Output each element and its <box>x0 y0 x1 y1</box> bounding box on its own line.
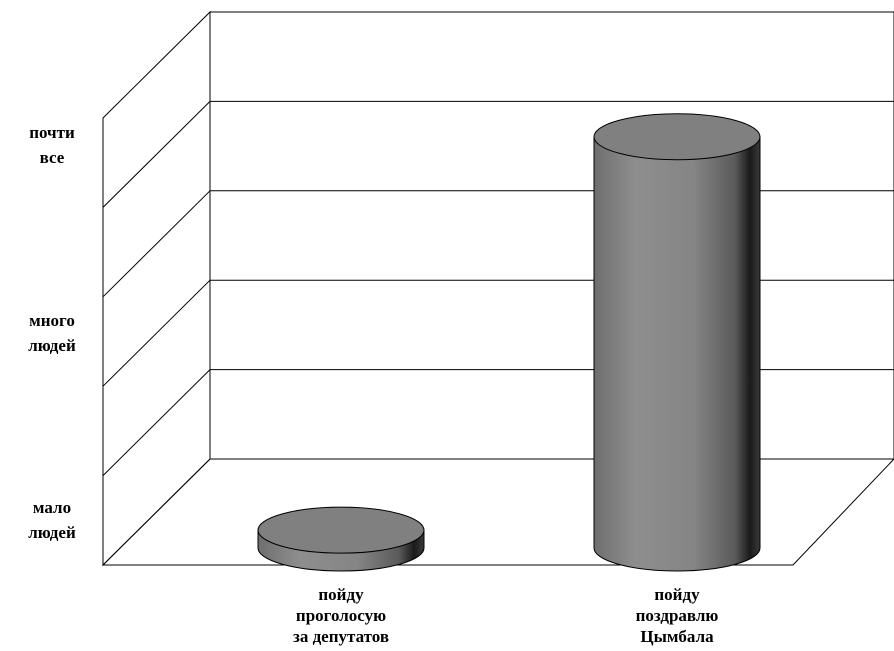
bar-body <box>593 136 761 572</box>
side-wall <box>102 10 211 567</box>
gridlines <box>102 100 894 476</box>
bar <box>593 113 761 572</box>
y-tick-label: почти все <box>29 122 75 167</box>
bar <box>257 506 425 572</box>
gridline-side <box>102 369 211 476</box>
x-tick-label: пойду проголосую за депутатов <box>292 585 390 646</box>
gridline-side <box>102 279 211 387</box>
y-tick-label: много людей <box>28 310 76 355</box>
chart-frame <box>101 10 894 567</box>
bars <box>257 113 761 572</box>
gridline-side <box>102 101 211 208</box>
y-tick-label: мало людей <box>28 498 76 543</box>
back-wall <box>209 11 894 460</box>
floor <box>101 458 894 566</box>
bar-top <box>593 113 761 161</box>
gridline-side <box>102 190 211 298</box>
bar-top <box>257 506 425 554</box>
x-tick-label: пойду поздравлю Цымбала <box>635 585 719 646</box>
